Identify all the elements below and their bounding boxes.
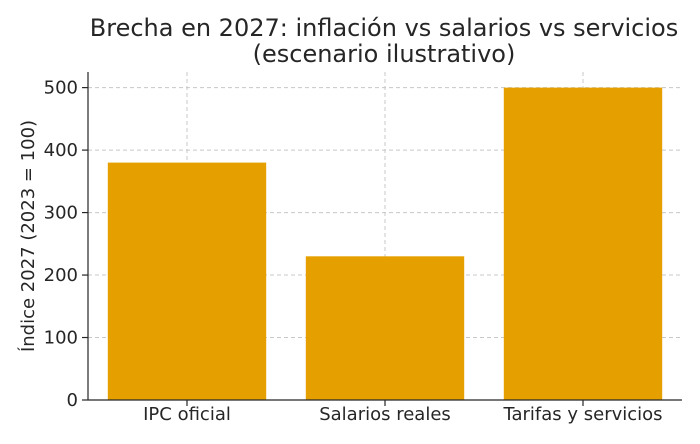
y-tick-label: 400 [44,140,78,161]
y-axis-label: Índice 2027 (2023 = 100) [17,120,39,352]
chart-title: Brecha en 2027: inflación vs salarios vs… [90,14,678,68]
bar-3 [503,87,663,400]
y-tick-label: 300 [44,203,78,224]
y-ticks: 0 100 200 300 400 500 [44,78,88,411]
bar-2 [305,256,465,400]
bar-1 [107,162,267,400]
y-tick-label: 500 [44,78,78,99]
y-tick-label: 100 [44,328,78,349]
x-tick-label: IPC oficial [143,404,231,425]
x-tick-label: Salarios reales [319,404,451,425]
chart-title-line-1: Brecha en 2027: inflación vs salarios vs… [90,14,678,42]
x-tick-label: Tarifas y servicios [502,404,662,425]
y-tick-label: 200 [44,265,78,286]
bars [107,87,663,400]
chart-title-line-2: (escenario ilustrativo) [253,40,516,68]
x-ticks: IPC oficial Salarios reales Tarifas y serv… [143,400,663,425]
y-tick-label: 0 [67,390,78,411]
